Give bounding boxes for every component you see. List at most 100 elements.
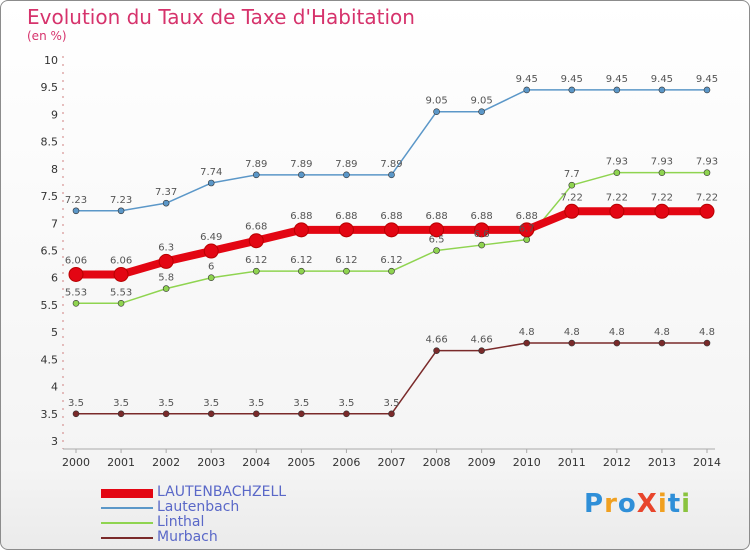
data-point-linthal [478,241,485,249]
data-label-linthal: 6.7 [519,224,535,235]
data-point-linthal [117,299,125,307]
data-label-linthal: 5.8 [158,273,174,284]
legend-item: LAUTENBACHZELL [101,484,361,500]
data-point-murbach [568,339,576,347]
x-tick-label: 2009 [468,456,496,469]
data-point-lautenbach [568,86,576,94]
data-label-lautenbach: 7.23 [65,195,87,206]
data-label-linthal: 7.93 [696,157,718,168]
x-tick-label: 2013 [648,456,676,469]
x-tick-label: 2008 [423,456,451,469]
data-label-linthal: 6.12 [290,255,312,266]
data-point-lautenbachzell [474,222,490,238]
y-tick-label: 10 [44,54,58,67]
x-tick-label: 2006 [332,456,360,469]
data-label-lautenbachzell: 7.22 [696,192,718,203]
data-point-lautenbach [433,108,440,116]
data-label-murbach: 3.5 [68,398,84,409]
logo-letter: i [657,489,668,519]
logo-letter: r [604,489,618,519]
data-label-lautenbachzell: 6.06 [65,255,87,266]
data-label-linthal: 6.12 [380,255,402,266]
legend-swatch [101,522,153,524]
x-tick-label: 2007 [378,456,406,469]
data-point-linthal [523,236,531,243]
data-point-lautenbach [117,207,125,215]
data-point-murbach [613,339,621,347]
data-point-murbach [703,339,711,347]
data-point-murbach [298,410,305,418]
data-point-linthal [388,267,395,275]
proxiti-logo: ProXiti [584,489,691,519]
data-label-linthal: 6.5 [429,235,445,246]
legend-item: Lautenbach [101,499,361,515]
data-point-lautenbachzell [293,222,309,238]
legend-label: Linthal [157,514,205,530]
data-point-linthal [72,299,80,307]
data-point-lautenbach [298,171,305,179]
y-tick-label: 6.5 [41,245,59,258]
data-point-linthal [703,169,711,176]
data-label-lautenbach: 9.05 [471,96,493,107]
data-point-linthal [613,169,621,176]
data-label-lautenbach: 7.37 [155,187,177,198]
logo-letter: X [636,489,658,519]
data-point-linthal [568,181,576,189]
data-label-lautenbach: 7.89 [335,159,357,170]
axes: 3 3.5 4 4.5 5 5.5 6 6.5 7 7.5 8 8.5 9 9.5 10 2000 2001 20… [41,54,722,469]
data-label-lautenbachzell: 7.22 [651,192,673,203]
data-point-lautenbach [523,86,531,94]
data-point-linthal [207,274,215,282]
data-label-lautenbachzell: 6.88 [471,211,493,222]
y-tick-label: 9 [51,108,58,121]
data-point-murbach [117,410,125,418]
data-point-lautenbachzell [699,203,715,219]
data-label-lautenbach: 9.45 [651,74,673,85]
y-tick-label: 7.5 [41,190,59,203]
data-label-murbach: 3.5 [113,398,129,409]
legend-item: Linthal [101,514,361,530]
y-tick-label: 8.5 [41,136,59,149]
data-label-lautenbachzell: 6.88 [516,211,538,222]
data-label-lautenbach: 9.45 [606,74,628,85]
y-tick-label: 5 [51,326,58,339]
data-point-lautenbach [72,207,80,215]
data-point-lautenbachzell [113,266,129,282]
y-tick-label: 4 [51,381,58,394]
data-point-murbach [478,347,485,354]
legend-label: Murbach [157,529,218,545]
data-point-murbach [162,410,170,418]
legend-label: LAUTENBACHZELL [157,484,287,500]
data-point-lautenbachzell [519,222,535,238]
data-label-murbach: 4.8 [519,327,535,338]
data-label-murbach: 4.8 [609,327,625,338]
y-tick-label: 6 [51,272,58,285]
legend-item: Murbach [101,529,361,545]
data-label-lautenbach: 7.89 [245,159,267,170]
data-point-lautenbach [343,171,350,179]
data-label-lautenbachzell: 7.22 [561,192,583,203]
data-label-linthal: 5.53 [110,287,132,298]
series-lines [68,86,715,418]
data-point-murbach [433,347,440,354]
x-tick-label: 2000 [62,456,90,469]
data-label-murbach: 4.8 [654,327,670,338]
chart-unit-label: (en %) [27,29,67,43]
x-tick-label: 2005 [287,456,315,469]
y-tick-label: 3.5 [41,408,59,421]
data-label-murbach: 3.5 [248,398,264,409]
data-label-linthal: 5.53 [65,287,87,298]
legend-swatch [101,507,153,509]
data-label-linthal: 6 [208,262,214,273]
data-point-lautenbachzell [203,243,219,259]
data-point-linthal [433,247,440,254]
data-point-murbach [343,410,350,418]
data-label-lautenbachzell: 6.3 [158,242,174,253]
legend-label: Lautenbach [157,499,240,515]
data-point-linthal [252,267,260,275]
data-point-murbach [523,339,531,347]
data-label-lautenbach: 7.74 [200,167,222,178]
y-tick-label: 5.5 [41,299,59,312]
legend: LAUTENBACHZELL Lautenbach Linthal Murbach [101,484,361,545]
